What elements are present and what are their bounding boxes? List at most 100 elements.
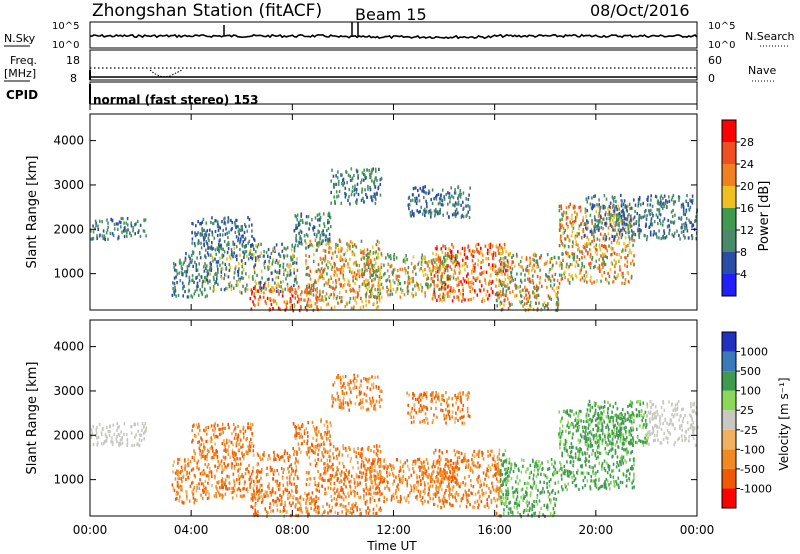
heatmap-cell [366,467,369,471]
heatmap-cell [602,234,605,238]
heatmap-cell [205,486,207,490]
heatmap-cell [503,453,505,457]
heatmap-cell [221,477,224,481]
heatmap-cell [207,474,210,478]
heatmap-cell [425,474,428,478]
heatmap-cell [496,304,498,308]
heatmap-cell [351,250,354,254]
heatmap-cell [197,284,199,288]
heatmap-cell [365,286,368,290]
heatmap-cell [494,269,496,273]
heatmap-cell [598,243,601,247]
heatmap-cell [289,297,292,301]
heatmap-cell [253,271,256,275]
heatmap-cell [262,453,264,457]
heatmap-cell [215,252,217,256]
heatmap-cell [113,222,116,226]
heatmap-cell [360,250,362,254]
heatmap-cell [217,282,219,286]
heatmap-cell [379,506,382,510]
heatmap-cell [619,268,621,272]
heatmap-cell [191,231,193,235]
heatmap-cell [439,457,442,461]
heatmap-cell [144,218,147,222]
heatmap-cell [417,458,419,462]
heatmap-cell [233,464,236,469]
heatmap-cell [117,236,120,240]
heatmap-cell [613,199,615,203]
heatmap-cell [338,291,341,295]
heatmap-cell [305,510,308,514]
heatmap-cell [186,464,189,468]
heatmap-cell [330,179,332,183]
heatmap-cell [229,265,232,269]
heatmap-cell [196,232,198,236]
heatmap-cell [572,206,575,210]
heatmap-cell [295,274,297,278]
heatmap-cell [305,259,307,263]
heatmap-cell [216,264,219,268]
heatmap-cell [638,215,640,219]
heatmap-cell [477,242,480,246]
heatmap-cell [285,302,288,306]
heatmap-cell [432,276,434,281]
heatmap-cell [353,193,356,197]
heatmap-cell [472,282,475,286]
heatmap-cell [322,239,324,243]
heatmap-cell [185,252,187,256]
heatmap-cell [193,458,196,462]
heatmap-cell [318,223,321,228]
heatmap-cell [374,465,376,469]
heatmap-cell [376,454,379,458]
heatmap-cell [623,205,625,209]
heatmap-cell [116,428,118,432]
heatmap-cell [104,433,107,437]
heatmap-cell [428,488,430,492]
heatmap-cell [344,186,347,190]
heatmap-cell [330,494,332,499]
heatmap-cell [411,295,414,299]
heatmap-cell [360,273,363,277]
heatmap-cell [260,490,262,494]
heatmap-cell [585,226,587,230]
heatmap-cell [632,217,635,221]
heatmap-cell [414,484,416,488]
heatmap-cell [582,216,585,220]
heatmap-cell [321,261,323,265]
heatmap-cell [264,494,267,498]
heatmap-cell [196,275,198,279]
heatmap-cell [98,422,101,426]
heatmap-cell [602,261,604,265]
heatmap-cell [499,279,502,284]
heatmap-cell [334,199,336,203]
heatmap-cell [200,241,202,245]
heatmap-cell [489,490,492,494]
heatmap-cell [503,293,505,297]
heatmap-cell [349,247,351,251]
heatmap-cell [464,278,467,283]
heatmap-cell [431,188,434,192]
heatmap-cell [111,436,113,440]
heatmap-cell [475,278,477,282]
heatmap-cell [457,295,459,299]
heatmap-cell [404,271,407,275]
heatmap-cell [378,241,381,245]
heatmap-cell [604,262,607,266]
heatmap-cell [212,289,215,293]
heatmap-cell [252,255,255,259]
heatmap-cell [574,210,576,214]
heatmap-cell [227,242,230,246]
heatmap-cell [426,205,428,209]
heatmap-cell [196,466,198,470]
heatmap-cell [300,212,303,216]
heatmap-cell [192,496,195,500]
heatmap-cell [488,263,490,267]
heatmap-cell [228,487,231,491]
heatmap-cell [500,294,502,298]
heatmap-cell [337,477,339,481]
heatmap-cell [174,285,176,290]
heatmap-cell [306,234,309,238]
heatmap-cell [238,487,240,491]
heatmap-cell [691,234,693,238]
heatmap-cell [347,477,349,481]
